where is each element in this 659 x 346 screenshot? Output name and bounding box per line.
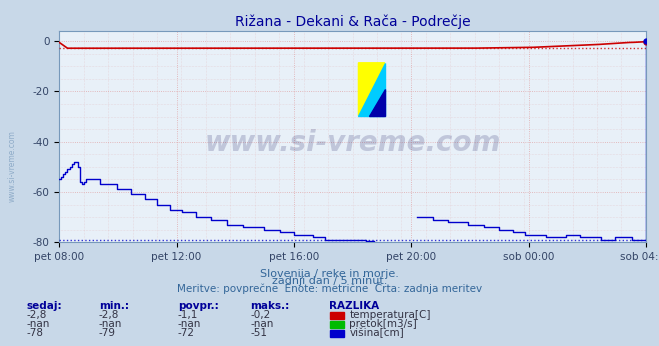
Polygon shape xyxy=(369,89,385,116)
Polygon shape xyxy=(358,63,385,116)
Text: zadnji dan / 5 minut.: zadnji dan / 5 minut. xyxy=(272,276,387,286)
Text: min.:: min.: xyxy=(99,301,129,311)
Text: -1,1: -1,1 xyxy=(178,310,198,320)
Text: -72: -72 xyxy=(178,328,195,338)
Text: RAZLIKA: RAZLIKA xyxy=(330,301,380,311)
Text: www.si-vreme.com: www.si-vreme.com xyxy=(8,130,17,202)
Text: -nan: -nan xyxy=(26,319,49,329)
Text: -2,8: -2,8 xyxy=(99,310,119,320)
Text: Meritve: povprečne  Enote: metrične  Črta: zadnja meritev: Meritve: povprečne Enote: metrične Črta:… xyxy=(177,282,482,294)
Text: www.si-vreme.com: www.si-vreme.com xyxy=(204,129,501,157)
Text: Slovenija / reke in morje.: Slovenija / reke in morje. xyxy=(260,269,399,279)
Text: -0,2: -0,2 xyxy=(250,310,271,320)
Text: -78: -78 xyxy=(26,328,43,338)
Text: -51: -51 xyxy=(250,328,268,338)
Polygon shape xyxy=(358,63,385,116)
Text: povpr.:: povpr.: xyxy=(178,301,219,311)
Text: -2,8: -2,8 xyxy=(26,310,47,320)
Text: pretok[m3/s]: pretok[m3/s] xyxy=(349,319,417,329)
Text: -nan: -nan xyxy=(178,319,201,329)
Text: -nan: -nan xyxy=(250,319,273,329)
Text: maks.:: maks.: xyxy=(250,301,290,311)
Text: -79: -79 xyxy=(99,328,116,338)
Text: višina[cm]: višina[cm] xyxy=(349,328,404,338)
Text: -nan: -nan xyxy=(99,319,122,329)
Title: Rižana - Dekani & Rača - Podrečje: Rižana - Dekani & Rača - Podrečje xyxy=(235,14,471,29)
Text: temperatura[C]: temperatura[C] xyxy=(349,310,431,320)
Text: sedaj:: sedaj: xyxy=(26,301,62,311)
